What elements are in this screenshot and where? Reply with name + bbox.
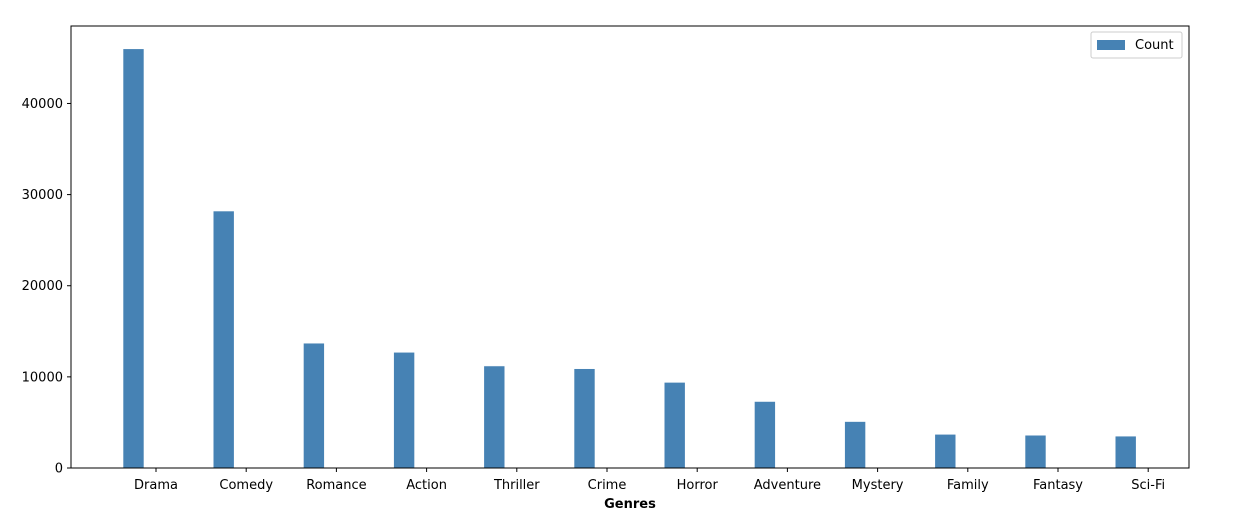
bar-drama (122, 48, 145, 469)
bars-layer (122, 48, 1137, 469)
legend-label-count: Count (1135, 38, 1174, 53)
x-tick-label: Romance (306, 478, 366, 493)
x-tick-label: Comedy (219, 478, 273, 493)
y-tick-label: 20000 (22, 279, 63, 294)
x-tick-label: Sci-Fi (1131, 478, 1165, 493)
x-tick-label: Drama (134, 478, 178, 493)
plot-frame (70, 25, 1190, 469)
bar-thriller (483, 365, 506, 469)
bar-action (393, 351, 415, 469)
y-tick-label: 40000 (22, 97, 63, 112)
legend-swatch (1097, 40, 1125, 50)
x-tick-label: Action (406, 478, 447, 493)
y-tick-label: 30000 (22, 188, 63, 203)
bar-family (934, 433, 957, 469)
bar-fantasy (1024, 434, 1047, 469)
x-tick-label: Fantasy (1033, 478, 1083, 493)
legend-box (1090, 31, 1183, 59)
bar-romance (303, 342, 325, 469)
y-axis: 0 10000 20000 30000 40000 (22, 97, 71, 477)
x-tick-label: Thriller (493, 478, 540, 493)
x-tick-label: Adventure (754, 478, 821, 493)
bar-comedy (212, 210, 235, 469)
x-tick-label: Crime (588, 478, 627, 493)
x-axis: Drama Comedy Romance Action Thriller Crime Hor… (134, 468, 1165, 493)
x-tick-label: Horror (677, 478, 719, 493)
bar-adventure (754, 401, 776, 469)
y-tick-label: 10000 (22, 370, 63, 385)
bar-horror (663, 382, 686, 469)
x-tick-label: Mystery (852, 478, 904, 493)
bar-sci-fi (1114, 435, 1137, 469)
x-axis-title: Genres (604, 497, 656, 512)
legend: Count (1090, 31, 1183, 59)
y-tick-label: 0 (55, 462, 63, 477)
x-tick-label: Family (947, 478, 989, 493)
bar-crime (573, 368, 596, 469)
bar-mystery (844, 421, 866, 469)
